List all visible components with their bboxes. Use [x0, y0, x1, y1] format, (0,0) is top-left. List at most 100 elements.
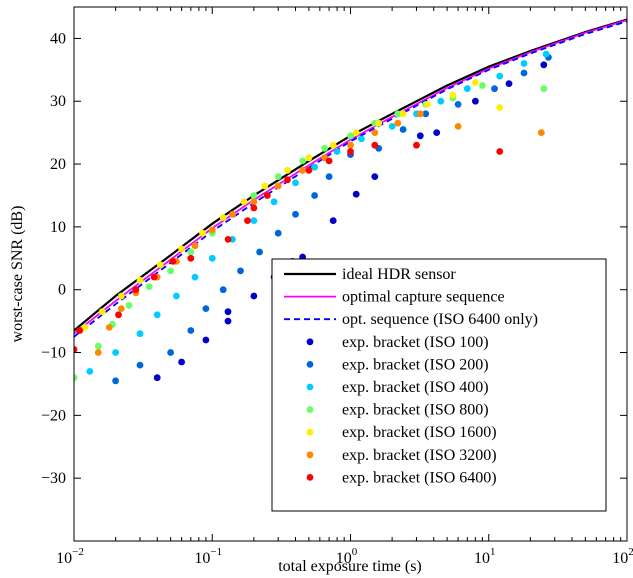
data-point-exp-bracket-iso-400-6 — [208, 254, 216, 262]
data-point-exp-bracket-iso-3200-11 — [299, 166, 306, 174]
data-point-exp-bracket-iso-6400-9 — [250, 204, 258, 212]
data-point-exp-bracket-iso-100-1 — [178, 358, 186, 366]
data-point-exp-bracket-iso-200-6 — [237, 267, 244, 275]
data-point-exp-bracket-iso-400-1 — [112, 349, 119, 356]
legend-label-exp-bracket-iso-3200: exp. bracket (ISO 3200) — [342, 447, 497, 464]
legend-label-exp-bracket-iso-1600: exp. bracket (ISO 1600) — [342, 424, 497, 441]
data-point-exp-bracket-iso-400-11 — [311, 163, 318, 171]
data-point-exp-bracket-iso-1600-12 — [329, 141, 337, 149]
data-point-exp-bracket-iso-200-2 — [167, 349, 175, 356]
data-point-exp-bracket-iso-3200-16 — [416, 110, 424, 118]
data-point-exp-bracket-iso-3200-2 — [117, 305, 125, 312]
legend-swatch-exp-bracket-iso-800 — [306, 406, 314, 413]
data-point-exp-bracket-iso-400-20 — [542, 50, 550, 58]
legend-swatch-exp-bracket-iso-100 — [306, 338, 314, 346]
y-tick-label: −20 — [41, 407, 66, 424]
data-point-exp-bracket-iso-100-13 — [433, 129, 441, 137]
data-point-exp-bracket-iso-6400-14 — [347, 148, 354, 155]
data-point-exp-bracket-iso-1600-16 — [424, 101, 431, 108]
data-point-exp-bracket-iso-6400-2 — [115, 311, 122, 319]
data-point-exp-bracket-iso-1600-6 — [199, 229, 206, 237]
data-point-exp-bracket-iso-100-3 — [224, 317, 232, 325]
data-point-exp-bracket-iso-400-16 — [437, 97, 445, 105]
data-point-exp-bracket-iso-1600-18 — [472, 79, 479, 86]
data-point-exp-bracket-iso-1600-14 — [375, 119, 383, 127]
data-point-exp-bracket-iso-400-10 — [292, 179, 299, 187]
legend-label-exp-bracket-iso-800: exp. bracket (ISO 800) — [342, 402, 489, 419]
data-point-exp-bracket-iso-400-13 — [358, 135, 365, 143]
data-point-exp-bracket-iso-3200-14 — [371, 129, 379, 137]
data-point-exp-bracket-iso-400-9 — [270, 198, 278, 206]
data-point-exp-bracket-iso-1600-17 — [449, 91, 457, 99]
x-tick-label: 102 — [612, 546, 633, 567]
legend-label-optimal-capture-sequence: optimal capture sequence — [342, 289, 505, 306]
y-tick-label: 10 — [50, 219, 66, 236]
data-point-exp-bracket-iso-100-10 — [352, 190, 360, 198]
data-point-exp-bracket-iso-200-10 — [311, 192, 318, 199]
data-point-exp-bracket-iso-3200-6 — [191, 242, 199, 250]
data-point-exp-bracket-iso-200-14 — [399, 126, 407, 133]
legend-label-opt-sequence-iso-6400-only: opt. sequence (ISO 6400 only) — [342, 311, 538, 328]
data-point-exp-bracket-iso-400-5 — [191, 273, 199, 281]
y-tick-label: 20 — [50, 156, 66, 173]
data-point-exp-bracket-iso-100-9 — [329, 217, 337, 225]
data-point-exp-bracket-iso-400-4 — [173, 292, 180, 300]
data-point-exp-bracket-iso-800-0 — [74, 374, 78, 382]
data-point-exp-bracket-iso-100-14 — [472, 97, 479, 105]
data-point-exp-bracket-iso-200-16 — [454, 101, 462, 108]
data-point-exp-bracket-iso-3200-8 — [229, 210, 236, 218]
data-point-exp-bracket-iso-800-19 — [540, 85, 548, 93]
data-point-exp-bracket-iso-200-18 — [520, 69, 528, 77]
data-point-exp-bracket-iso-800-9 — [250, 192, 258, 199]
legend-box — [271, 258, 607, 512]
data-point-exp-bracket-iso-800-5 — [167, 267, 175, 275]
data-point-exp-bracket-iso-200-3 — [187, 327, 195, 334]
data-point-exp-bracket-iso-3200-1 — [105, 324, 113, 331]
data-point-exp-bracket-iso-800-13 — [347, 132, 354, 140]
y-axis-label: worst-case SNR (dB) — [9, 206, 26, 343]
legend: ideal HDR sensor optimal capture sequence… — [271, 258, 607, 512]
data-point-exp-bracket-iso-3200-13 — [347, 141, 354, 149]
legend-swatch-exp-bracket-iso-3200 — [306, 451, 314, 459]
data-point-exp-bracket-iso-1600-10 — [284, 166, 291, 174]
data-point-exp-bracket-iso-6400-3 — [132, 286, 140, 294]
data-point-exp-bracket-iso-200-11 — [325, 173, 333, 181]
y-tick-label: 30 — [50, 93, 66, 110]
data-point-exp-bracket-iso-800-4 — [145, 283, 153, 290]
legend-label-exp-bracket-iso-200: exp. bracket (ISO 200) — [342, 356, 489, 373]
data-point-exp-bracket-iso-400-18 — [496, 72, 504, 80]
x-tick-label: 10−2 — [56, 546, 84, 567]
x-tick-label: 101 — [474, 546, 496, 567]
data-point-exp-bracket-iso-3200-9 — [250, 198, 258, 206]
data-point-exp-bracket-iso-1600-2 — [117, 292, 125, 300]
data-point-exp-bracket-iso-1600-9 — [261, 182, 269, 190]
data-point-exp-bracket-iso-100-16 — [540, 61, 548, 69]
data-point-exp-bracket-iso-3200-17 — [454, 123, 462, 130]
data-point-exp-bracket-iso-1600-13 — [352, 129, 360, 137]
legend-swatch-exp-bracket-iso-200 — [306, 361, 314, 368]
data-point-exp-bracket-iso-6400-17 — [496, 148, 504, 155]
legend-label-exp-bracket-iso-6400: exp. bracket (ISO 6400) — [342, 469, 497, 486]
data-point-exp-bracket-iso-6400-16 — [413, 141, 420, 149]
data-point-exp-bracket-iso-100-2 — [202, 336, 210, 344]
data-point-exp-bracket-iso-200-8 — [274, 229, 282, 237]
data-point-exp-bracket-iso-3200-18 — [537, 129, 545, 137]
data-point-exp-bracket-iso-6400-8 — [244, 217, 251, 225]
data-point-exp-bracket-iso-1600-3 — [136, 276, 144, 284]
data-point-exp-bracket-iso-3200-10 — [274, 182, 282, 190]
data-point-exp-bracket-iso-800-11 — [299, 157, 306, 165]
data-point-exp-bracket-iso-400-0 — [86, 368, 94, 375]
data-point-exp-bracket-iso-1600-7 — [219, 214, 227, 221]
data-point-exp-bracket-iso-800-15 — [394, 110, 402, 118]
data-point-exp-bracket-iso-3200-15 — [394, 119, 402, 127]
data-point-exp-bracket-iso-1600-19 — [496, 104, 504, 111]
data-point-exp-bracket-iso-100-11 — [371, 173, 379, 181]
data-point-exp-bracket-iso-200-7 — [256, 248, 263, 256]
data-point-exp-bracket-iso-100-15 — [505, 80, 513, 87]
legend-label-exp-bracket-iso-400: exp. bracket (ISO 400) — [342, 379, 489, 396]
data-point-exp-bracket-iso-6400-10 — [263, 192, 271, 199]
data-point-exp-bracket-iso-1600-8 — [240, 198, 248, 206]
data-point-exp-bracket-iso-6400-0 — [74, 346, 78, 353]
data-point-exp-bracket-iso-1600-0 — [81, 324, 89, 331]
